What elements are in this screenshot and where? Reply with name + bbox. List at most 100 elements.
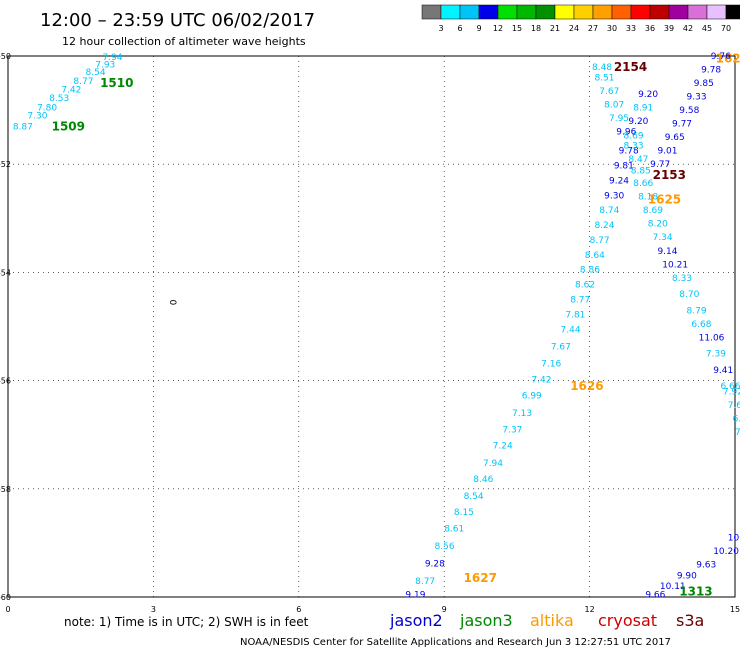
wave-height-reading: 6.66 [720, 382, 740, 392]
wave-height-reading: 9.19 [405, 590, 425, 600]
pass-time-label: 162 [716, 52, 740, 66]
scale-tick-label: 36 [645, 24, 655, 33]
wave-height-reading: 7.93 [95, 61, 115, 71]
wave-height-reading: 8.47 [628, 155, 648, 165]
wave-height-reading: 9.01 [657, 147, 677, 157]
scale-tick-label: 12 [493, 24, 503, 33]
wave-height-reading: 7.44 [561, 326, 581, 336]
x-tick-label: 0 [5, 605, 10, 614]
scale-tick-label: 15 [512, 24, 522, 33]
wave-height-reading: 9.85 [694, 79, 714, 89]
satellite-legend-altika: altika [530, 611, 574, 630]
wave-height-reading: 7.37 [502, 425, 522, 435]
wave-height-reading: 8.77 [570, 295, 590, 305]
wave-height-reading: 7.39 [706, 350, 726, 360]
scale-swatch [459, 4, 480, 20]
pass-time-label: 2153 [653, 168, 686, 182]
wave-height-reading: 7.30 [27, 112, 47, 122]
wave-height-reading: 8.69 [643, 206, 663, 216]
scale-swatch [535, 4, 556, 20]
scale-tick-label: 21 [550, 24, 560, 33]
wave-height-reading: 8.48 [592, 63, 612, 73]
scale-swatch [440, 4, 461, 20]
wave-height-reading: 7. [735, 428, 740, 438]
pass-time-label: 1313 [679, 585, 712, 599]
wave-height-reading: 10.20 [713, 547, 739, 557]
wave-height-reading: 9.63 [696, 561, 716, 571]
wave-height-reading: 9.20 [628, 117, 648, 127]
scale-swatch [497, 4, 518, 20]
x-tick-label: 9 [442, 605, 447, 614]
axis-tick-labels: 0 3 6 9 12 15 -50 -52 -54 -56 -58 -60 [0, 52, 740, 614]
wave-height-reading: 8.74 [599, 206, 619, 216]
scale-swatch [725, 4, 740, 20]
wave-height-reading: 6.99 [522, 392, 542, 402]
wave-height-reading: 7.95 [609, 114, 629, 124]
wave-height-reading: 8.70 [679, 290, 699, 300]
wave-height-reading: 9.24 [609, 176, 629, 186]
wave-height-reading: 8.87 [13, 122, 33, 132]
wave-height-reading: 8.54 [86, 68, 106, 78]
pass-time-label: 1510 [100, 76, 133, 90]
wave-height-reading: 11.06 [699, 333, 725, 343]
wave-height-reading: 9.20 [638, 90, 658, 100]
wave-height-reading: 7.80 [37, 103, 57, 113]
scale-swatch [478, 4, 499, 20]
scale-swatch [592, 4, 613, 20]
wave-height-reading: 9.77 [650, 160, 670, 170]
y-tick-label: -56 [0, 377, 11, 386]
scale-tick-label: 42 [683, 24, 693, 33]
wave-height-reading: 9.28 [425, 559, 445, 569]
wave-height-reading: 7.42 [531, 376, 551, 386]
wave-height-reading: 8.85 [631, 167, 651, 177]
wave-height-reading: 8.69 [624, 132, 644, 142]
wave-height-reading: 8.66 [633, 179, 653, 189]
page-title: 12:00 – 23:59 UTC 06/02/2017 [40, 10, 315, 31]
page-subtitle: 12 hour collection of altimeter wave hei… [62, 35, 306, 48]
scale-tick-label: 27 [588, 24, 598, 33]
wave-height-readings: 8.877.307.808.537.428.778.547.937.941509… [13, 52, 740, 601]
scale-tick-label: 30 [607, 24, 617, 33]
scale-swatch [421, 4, 442, 20]
isolated-reading: 0 [167, 299, 177, 305]
wave-height-reading: 9.96 [616, 128, 636, 138]
wave-height-reading: 10.21 [662, 260, 688, 270]
wave-height-reading: 8.46 [473, 475, 493, 485]
wave-height-reading: 7.94 [103, 53, 123, 63]
scale-swatch [611, 4, 632, 20]
x-tick-label: 3 [151, 605, 156, 614]
wave-height-reading: 9.78 [701, 66, 721, 76]
scale-tick-label: 33 [626, 24, 636, 33]
x-tick-label: 12 [585, 605, 595, 614]
wave-height-reading: 7.67 [599, 87, 619, 97]
wave-height-reading: 9.41 [713, 366, 733, 376]
scale-tick-label: 45 [702, 24, 712, 33]
y-tick-label: -50 [0, 52, 11, 61]
scale-swatch [687, 4, 708, 20]
scale-swatch [554, 4, 575, 20]
wave-height-reading: 6.3 [733, 414, 740, 424]
wave-height-reading: 9.14 [657, 247, 677, 257]
wave-height-reading: 8.77 [73, 77, 93, 87]
wave-height-reading: 8.86 [580, 266, 600, 276]
scale-tick-label: 6 [457, 24, 462, 33]
wave-height-reading: 8.18 [638, 193, 658, 203]
scale-tick-label: 70 [721, 24, 731, 33]
wave-height-reading: 7.24 [493, 442, 513, 452]
wave-height-reading: 7.67 [551, 343, 571, 353]
scale-tick-label: 39 [664, 24, 674, 33]
wave-height-reading: 8.77 [415, 577, 435, 587]
wave-height-reading: 9.81 [614, 161, 634, 171]
wave-height-reading: 8.33 [624, 141, 644, 151]
wave-height-reading: 9.65 [665, 133, 685, 143]
wave-height-reading: 8.51 [594, 74, 614, 84]
x-tick-label: 15 [730, 605, 740, 614]
wave-height-reading: 8.33 [672, 274, 692, 284]
wave-height-reading: 9.58 [679, 106, 699, 116]
satellite-legend-jason3: jason3 [459, 611, 513, 630]
pass-time-label: 1626 [570, 379, 603, 393]
satellite-legend-s3a: s3a [676, 611, 704, 630]
wave-height-reading: 8.54 [464, 492, 484, 502]
satellite-legend: jason2 jason3 altika cryosat s3a [389, 611, 704, 630]
